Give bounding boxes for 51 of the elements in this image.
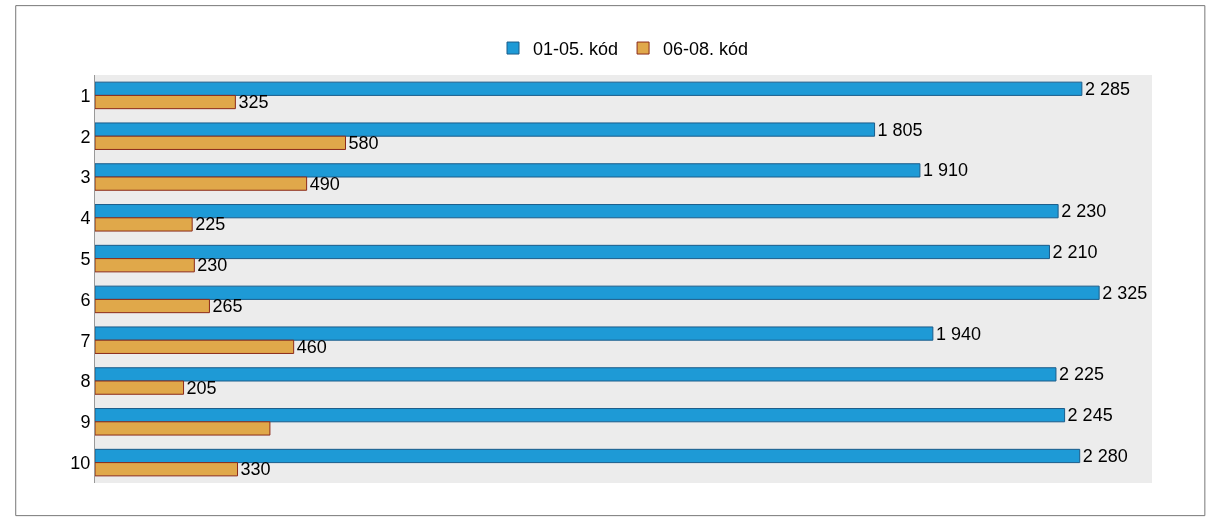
bar: [95, 163, 921, 178]
bar: [95, 408, 1066, 423]
y-tick-label: 6: [80, 289, 91, 310]
bar: [95, 122, 876, 137]
data-label: 460: [296, 336, 327, 357]
bar: [95, 258, 195, 273]
data-label: 2 245: [1067, 405, 1113, 426]
y-tick-label: 9: [80, 412, 91, 433]
bar: [95, 176, 308, 191]
data-label: 2 230: [1061, 201, 1107, 222]
data-label: 2 210: [1052, 241, 1098, 262]
bar: [95, 380, 185, 395]
data-label: 1 940: [935, 323, 981, 344]
y-tick-label: 10: [70, 452, 91, 473]
bar: [95, 298, 210, 314]
data-label: 2 285: [1084, 78, 1130, 99]
y-tick-label: 8: [80, 371, 91, 392]
bar: [95, 204, 1059, 219]
bar: [95, 217, 193, 232]
data-label: 2 225: [1058, 364, 1105, 385]
data-label: 265: [212, 296, 243, 317]
data-label: 580: [348, 132, 379, 153]
bar: [95, 339, 295, 354]
legend-label: 01-05. kód: [533, 39, 619, 60]
data-label: 330: [240, 459, 271, 480]
y-tick-label: 1: [80, 85, 91, 106]
y-tick-label: 7: [80, 330, 91, 351]
data-label: 1 910: [922, 160, 968, 181]
bar: [95, 462, 239, 477]
data-label: 230: [197, 255, 228, 276]
bar: [95, 81, 1083, 96]
bar: [95, 94, 236, 110]
bar: [95, 285, 1100, 300]
bar: [95, 326, 934, 341]
data-label: 325: [238, 92, 269, 113]
data-label: 1 805: [877, 119, 923, 140]
y-tick-label: 2: [80, 126, 91, 147]
bar: [95, 135, 346, 150]
bar: [95, 448, 1081, 464]
y-tick-label: 3: [80, 167, 91, 188]
data-label: 225: [195, 214, 226, 235]
data-label: 2 280: [1082, 445, 1128, 466]
y-tick-label: 4: [80, 208, 91, 229]
data-label: 490: [309, 173, 340, 194]
bar: [95, 244, 1050, 260]
legend-label: 06-08. kód: [663, 39, 749, 60]
data-label: 2 325: [1102, 282, 1148, 303]
bar: [95, 421, 271, 436]
y-tick-label: 5: [80, 248, 91, 269]
data-label: 205: [186, 377, 217, 398]
bar: [95, 367, 1057, 382]
